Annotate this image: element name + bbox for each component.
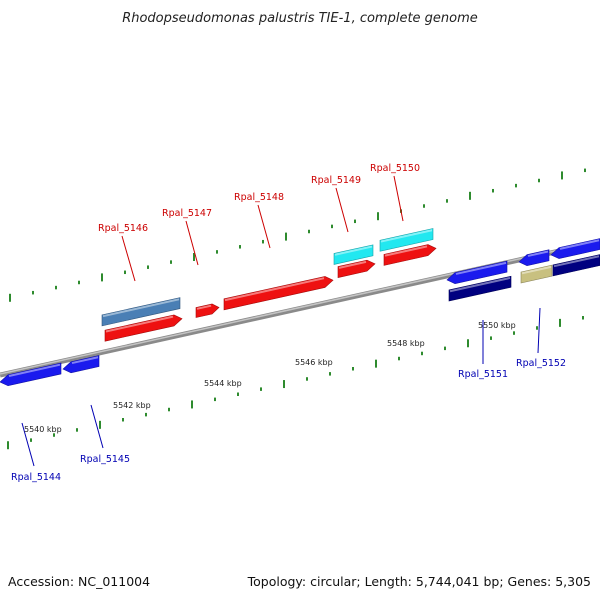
gene-labels: Rpal_5146 Rpal_5147 Rpal_5148 Rpal_5149 … <box>11 163 566 483</box>
gene-label-rpal-5148: Rpal_5148 <box>234 192 284 203</box>
gene-feature-rpal-5146-cds <box>104 314 183 342</box>
pointer-rpal-5145 <box>90 404 104 449</box>
dna-backbone <box>0 239 600 378</box>
gene-feature-rpal-5153-cds <box>552 254 600 277</box>
gene-feature-rpal-5150-cds <box>383 244 437 266</box>
gene-label-rpal-5151: Rpal_5151 <box>458 369 508 380</box>
gene-feature-rpal-5149 <box>333 244 374 265</box>
gene-feature-rpal-5147 <box>195 303 220 318</box>
gene-features <box>0 228 600 387</box>
pointer-rpal-5150 <box>393 175 404 222</box>
gene-feature-rpal-5146 <box>101 297 181 327</box>
gene-feature-rpal-5145 <box>62 355 100 374</box>
gene-feature-rpal-5152-cds <box>520 264 553 284</box>
pointer-rpal-5152 <box>537 307 541 354</box>
scale-ticks <box>7 168 586 450</box>
gene-feature-rpal-5151 <box>446 260 508 284</box>
gene-label-rpal-5150: Rpal_5150 <box>370 163 420 174</box>
map-title: Rhodopseudomonas palustris TIE-1, comple… <box>122 11 478 26</box>
scale-label-5548: 5548 kbp <box>387 339 425 348</box>
gene-label-rpal-5149: Rpal_5149 <box>311 175 361 186</box>
scale-label-5550: 5550 kbp <box>478 321 516 330</box>
gene-feature-rpal-5153 <box>550 238 600 259</box>
gene-feature-rpal-5151-cds <box>448 275 512 302</box>
scale-labels: 5540 kbp 5542 kbp 5544 kbp 5546 kbp 5548… <box>24 321 516 434</box>
pointer-rpal-5146 <box>121 235 136 282</box>
gene-label-rpal-5146: Rpal_5146 <box>98 223 148 234</box>
label-pointers <box>21 175 541 467</box>
gene-label-rpal-5147: Rpal_5147 <box>162 208 212 219</box>
gene-label-rpal-5144: Rpal_5144 <box>11 472 61 483</box>
gene-label-rpal-5145: Rpal_5145 <box>80 454 130 465</box>
pointer-rpal-5144 <box>21 422 35 467</box>
gene-feature-rpal-5144 <box>0 362 62 387</box>
genome-summary-text: Topology: circular; Length: 5,744,041 bp… <box>247 574 591 589</box>
gene-feature-rpal-5148 <box>223 276 334 311</box>
scale-label-5540: 5540 kbp <box>24 425 62 434</box>
accession-text: Accession: NC_011004 <box>8 574 150 589</box>
scale-label-5546: 5546 kbp <box>295 358 333 367</box>
gene-feature-rpal-5152 <box>518 249 550 266</box>
gene-feature-rpal-5150 <box>379 228 434 252</box>
scale-label-5542: 5542 kbp <box>113 401 151 410</box>
scale-label-5544: 5544 kbp <box>204 379 242 388</box>
pointer-rpal-5148 <box>257 204 271 249</box>
pointer-rpal-5147 <box>185 220 199 266</box>
gene-label-rpal-5152: Rpal_5152 <box>516 358 566 369</box>
pointer-rpal-5149 <box>335 187 349 233</box>
gene-feature-rpal-5149-cds <box>337 259 376 278</box>
